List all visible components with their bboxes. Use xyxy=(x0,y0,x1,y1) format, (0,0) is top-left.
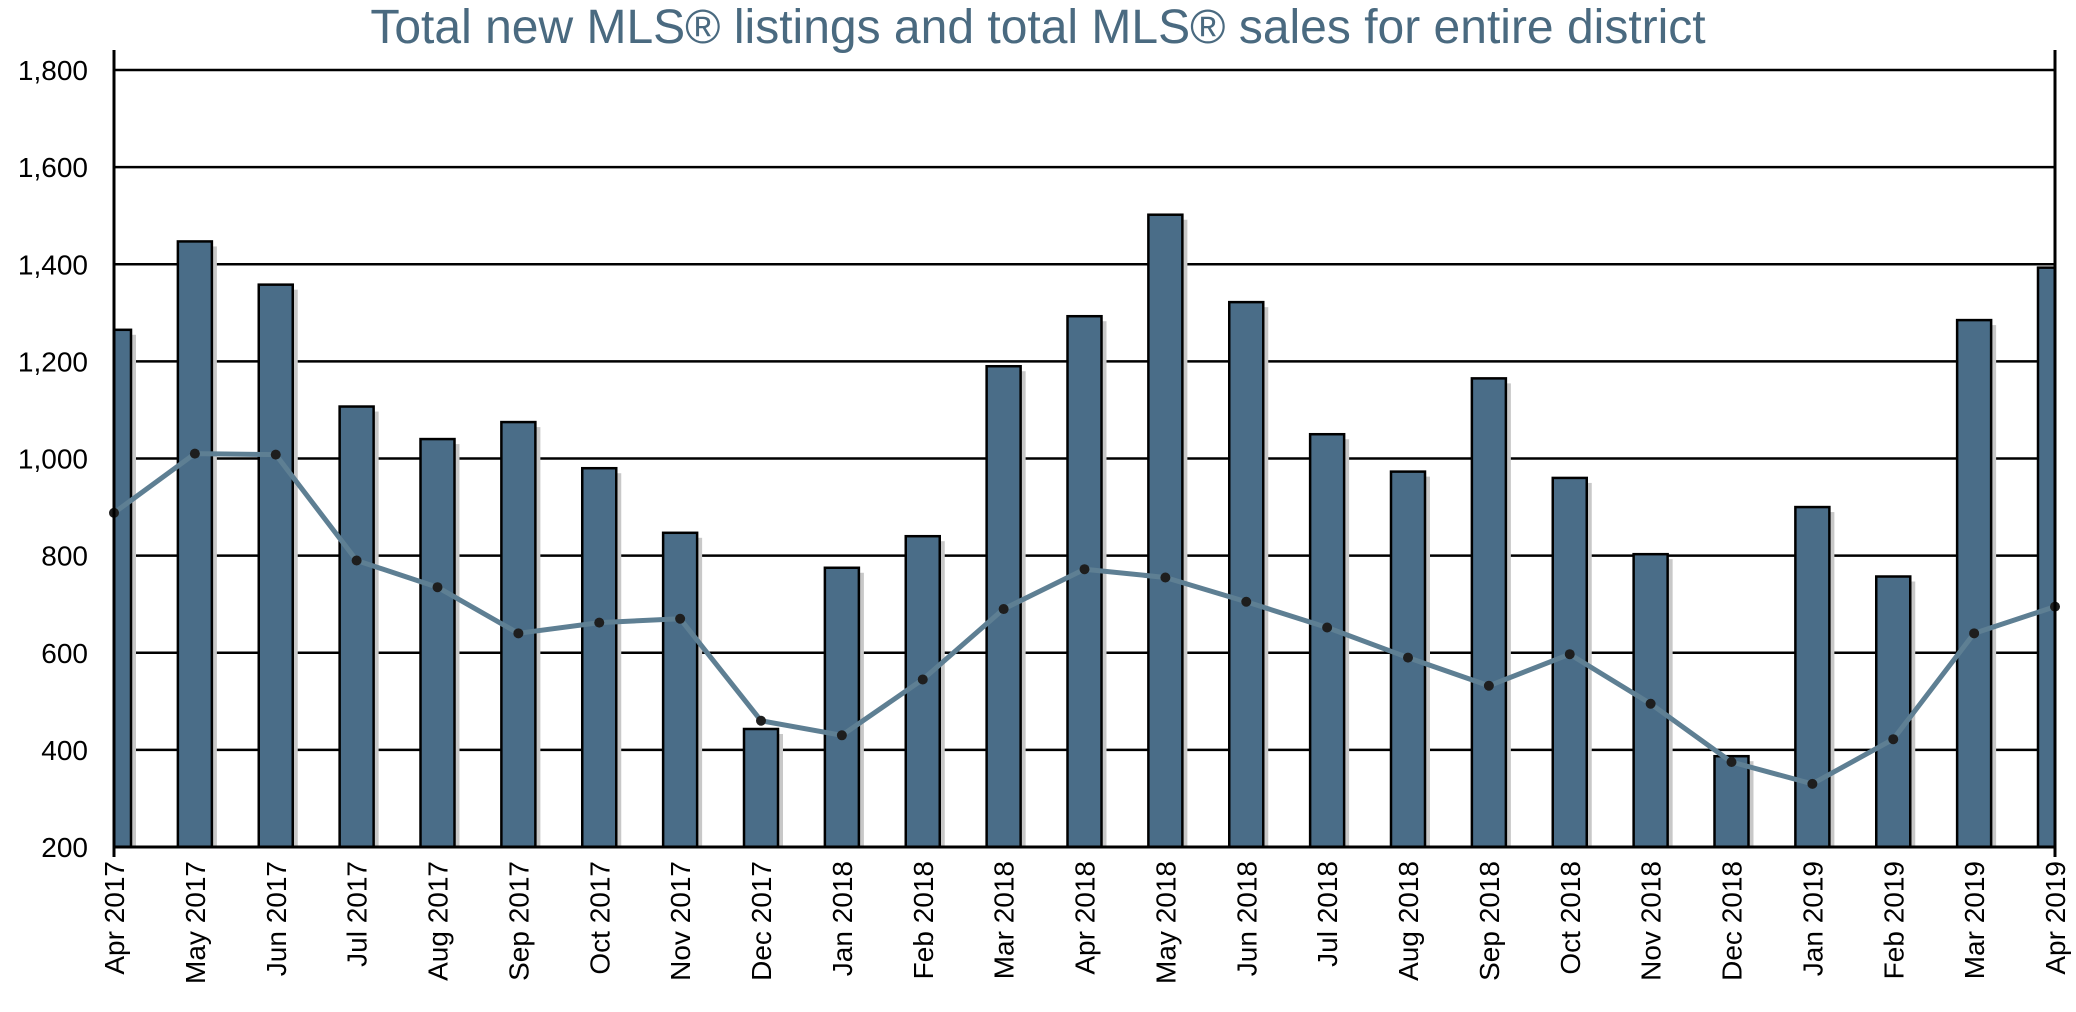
x-tick-label: Dec 2017 xyxy=(746,861,777,981)
listings-bar xyxy=(419,437,456,847)
listings-bar xyxy=(1875,575,1912,847)
sales-point xyxy=(1645,698,1656,709)
listings-bar xyxy=(661,531,699,847)
x-tick-label: Jul 2017 xyxy=(342,861,373,967)
chart-title: Total new MLS® listings and total MLS® s… xyxy=(370,1,1706,54)
listings-bar xyxy=(1713,754,1750,847)
sales-point xyxy=(1483,680,1494,691)
x-tick-label: May 2018 xyxy=(1150,861,1181,984)
sales-point xyxy=(1564,649,1575,660)
x-tick-label: Mar 2019 xyxy=(1959,861,1990,979)
x-tick-label: Mar 2018 xyxy=(989,861,1020,979)
x-tick-label: Oct 2017 xyxy=(584,861,615,975)
y-tick-label: 1,400 xyxy=(18,249,88,280)
x-tick-label: May 2017 xyxy=(180,861,211,984)
listings-bar xyxy=(1147,213,1184,847)
sales-point xyxy=(594,617,605,628)
x-tick-label: Aug 2017 xyxy=(423,861,454,981)
x-tick-label: Jan 2019 xyxy=(1797,861,1828,976)
sales-point xyxy=(1807,778,1818,789)
y-tick-label: 400 xyxy=(41,735,88,766)
sales-point xyxy=(1969,628,1980,639)
sales-point xyxy=(756,715,766,726)
x-tick-label: Apr 2018 xyxy=(1070,861,1101,975)
x-tick-label: Sep 2017 xyxy=(503,861,534,981)
x-tick-label: Nov 2018 xyxy=(1636,861,1667,981)
sales-point xyxy=(917,674,928,685)
sales-point xyxy=(836,730,847,741)
y-tick-label: 800 xyxy=(41,541,88,572)
sales-point xyxy=(189,448,200,459)
listings-bar xyxy=(1794,505,1831,847)
listings-bar xyxy=(581,466,618,847)
x-tick-label: Jun 2017 xyxy=(261,861,292,976)
x-tick-label: Feb 2018 xyxy=(908,861,939,979)
x-tick-label: Jul 2018 xyxy=(1312,861,1343,967)
sales-point xyxy=(675,613,686,624)
sales-point xyxy=(351,555,362,566)
listings-bar xyxy=(1955,318,1993,847)
x-tick-label: Jun 2018 xyxy=(1231,861,1262,976)
axes xyxy=(112,50,2057,857)
listings-bar xyxy=(904,534,941,847)
y-axis-ticks: 200 400 600 800 1,000 1,200 1,400 1,600 1,800 xyxy=(18,55,88,863)
x-tick-label: Apr 2019 xyxy=(2040,861,2071,975)
sales-point xyxy=(1322,622,1333,633)
y-tick-label: 1,800 xyxy=(18,55,88,86)
listings-bar xyxy=(742,727,780,847)
listings-bar xyxy=(176,240,214,847)
sales-point xyxy=(1888,734,1899,745)
sales-point xyxy=(998,604,1009,615)
x-tick-label: Jan 2018 xyxy=(827,861,858,976)
x-tick-label: Sep 2018 xyxy=(1474,861,1505,981)
y-tick-label: 1,600 xyxy=(18,152,88,183)
x-axis-ticks: Apr 2017 May 2017 Jun 2017 Jul 2017 Aug 2017… xyxy=(99,861,2071,984)
y-tick-label: 1,200 xyxy=(18,346,88,377)
listings-bar xyxy=(1066,314,1103,847)
x-tick-label: Nov 2017 xyxy=(665,861,696,981)
listings-bar xyxy=(1308,432,1346,847)
sales-point xyxy=(1403,652,1413,663)
listings-bar xyxy=(1470,377,1508,847)
y-tick-label: 1,000 xyxy=(18,444,88,475)
x-tick-label: Oct 2018 xyxy=(1555,861,1586,975)
x-tick-label: Apr 2017 xyxy=(99,861,130,975)
x-tick-label: Feb 2019 xyxy=(1878,861,1909,979)
sales-point xyxy=(270,449,281,460)
sales-point xyxy=(1241,596,1252,607)
listings-bars xyxy=(114,213,2055,847)
listings-bar xyxy=(2036,266,2055,847)
sales-point xyxy=(1160,572,1171,583)
y-tick-label: 200 xyxy=(41,832,88,863)
listings-bar xyxy=(1228,300,1265,847)
x-tick-label: Aug 2018 xyxy=(1393,861,1424,981)
sales-point xyxy=(432,582,443,593)
sales-point xyxy=(1726,757,1737,768)
sales-point xyxy=(1079,564,1090,575)
listings-bar xyxy=(338,405,375,847)
y-tick-label: 600 xyxy=(41,638,88,669)
listings-bar xyxy=(257,283,294,847)
sales-point xyxy=(513,628,524,639)
listings-bar xyxy=(985,364,1022,847)
x-tick-label: Dec 2018 xyxy=(1717,861,1748,981)
listings-bar xyxy=(114,328,133,847)
listings-bar xyxy=(823,566,861,847)
